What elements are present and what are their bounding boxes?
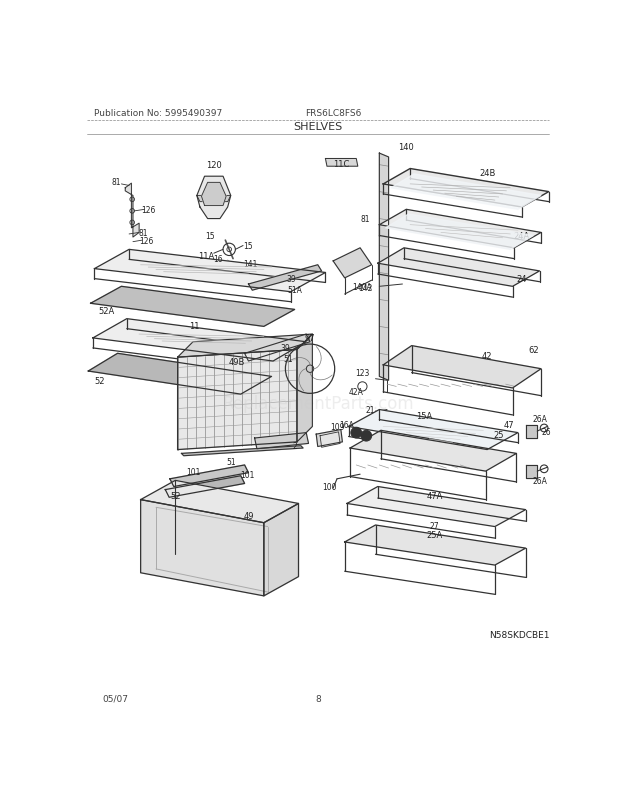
- Text: 26A: 26A: [532, 415, 547, 423]
- Text: 16A: 16A: [340, 421, 355, 430]
- Text: 11A: 11A: [198, 252, 215, 261]
- Text: 52: 52: [170, 492, 180, 500]
- Text: 27: 27: [430, 520, 440, 530]
- Text: 24: 24: [516, 275, 527, 284]
- Polygon shape: [177, 334, 312, 358]
- Text: 101: 101: [240, 470, 254, 479]
- Polygon shape: [383, 169, 549, 208]
- Text: 62: 62: [528, 346, 539, 354]
- Text: 25A: 25A: [427, 530, 443, 539]
- Text: 51: 51: [284, 354, 293, 364]
- Text: 126: 126: [139, 237, 153, 245]
- Polygon shape: [383, 346, 541, 388]
- Text: 39: 39: [280, 344, 290, 353]
- Polygon shape: [526, 465, 537, 479]
- Text: 97: 97: [305, 334, 316, 343]
- Text: 16: 16: [213, 255, 223, 264]
- Polygon shape: [255, 433, 309, 449]
- Text: 81: 81: [361, 215, 370, 224]
- Text: 51A: 51A: [287, 286, 302, 294]
- Polygon shape: [347, 487, 526, 527]
- Polygon shape: [264, 504, 298, 596]
- Text: 109: 109: [330, 423, 344, 431]
- Polygon shape: [197, 177, 231, 219]
- Polygon shape: [166, 476, 245, 498]
- Polygon shape: [182, 446, 303, 456]
- Polygon shape: [326, 160, 358, 167]
- Text: 21: 21: [365, 406, 375, 415]
- Text: 81: 81: [138, 229, 148, 237]
- Text: 47: 47: [503, 421, 514, 430]
- Polygon shape: [125, 184, 139, 237]
- Text: 100: 100: [322, 483, 337, 492]
- Circle shape: [351, 427, 361, 439]
- Text: 11C: 11C: [333, 160, 349, 168]
- Text: 05/07: 05/07: [102, 694, 128, 703]
- Text: 52: 52: [94, 376, 105, 385]
- Text: 42A: 42A: [349, 388, 364, 397]
- Polygon shape: [386, 215, 533, 250]
- Text: 26: 26: [542, 427, 551, 437]
- Text: 26A: 26A: [532, 476, 547, 485]
- Polygon shape: [379, 154, 389, 381]
- Circle shape: [361, 431, 371, 442]
- Text: FRS6LC8FS6: FRS6LC8FS6: [305, 108, 361, 118]
- Polygon shape: [379, 210, 541, 249]
- Polygon shape: [333, 249, 371, 278]
- Text: 101: 101: [186, 467, 200, 476]
- Text: 25: 25: [494, 430, 504, 439]
- Text: 15: 15: [205, 232, 215, 241]
- Text: 120: 120: [206, 161, 222, 170]
- Polygon shape: [94, 250, 326, 293]
- Text: 11: 11: [189, 322, 200, 330]
- Text: 81: 81: [111, 178, 121, 187]
- Text: ReplacementParts.com: ReplacementParts.com: [222, 395, 414, 413]
- Polygon shape: [297, 334, 312, 443]
- Polygon shape: [202, 183, 226, 206]
- Polygon shape: [141, 480, 298, 523]
- Text: 8: 8: [315, 694, 321, 703]
- Text: 15: 15: [244, 241, 253, 251]
- Text: 49B: 49B: [229, 357, 245, 366]
- Polygon shape: [245, 334, 310, 362]
- Text: 52A: 52A: [99, 307, 115, 316]
- Polygon shape: [91, 287, 294, 327]
- Text: 51: 51: [227, 458, 236, 467]
- Text: 49: 49: [243, 511, 254, 520]
- Text: SHELVES: SHELVES: [293, 122, 342, 132]
- Polygon shape: [350, 431, 516, 472]
- Polygon shape: [170, 465, 249, 487]
- Text: 140A: 140A: [352, 282, 371, 291]
- Polygon shape: [249, 265, 322, 291]
- Polygon shape: [348, 410, 518, 450]
- Polygon shape: [141, 500, 264, 596]
- Text: 24A: 24A: [514, 232, 530, 241]
- Text: 47A: 47A: [427, 492, 443, 500]
- Polygon shape: [316, 430, 342, 447]
- Text: N58SKDCBE1: N58SKDCBE1: [489, 630, 550, 639]
- Text: 39: 39: [286, 275, 296, 284]
- Polygon shape: [526, 425, 537, 439]
- Text: 42: 42: [482, 352, 492, 361]
- Text: 15A: 15A: [416, 411, 432, 421]
- Text: 2: 2: [292, 442, 297, 451]
- Polygon shape: [378, 249, 539, 287]
- Polygon shape: [320, 432, 340, 448]
- Text: 140: 140: [399, 144, 414, 152]
- Polygon shape: [197, 196, 231, 202]
- Text: 142: 142: [358, 284, 373, 293]
- Text: 123: 123: [355, 369, 370, 378]
- Polygon shape: [88, 354, 272, 395]
- Polygon shape: [345, 525, 526, 565]
- Polygon shape: [391, 175, 541, 210]
- Polygon shape: [93, 319, 306, 362]
- Text: 141: 141: [244, 259, 258, 269]
- Text: 24B: 24B: [479, 168, 495, 177]
- Text: Publication No: 5995490397: Publication No: 5995490397: [94, 108, 223, 118]
- Text: 126: 126: [141, 205, 156, 215]
- Polygon shape: [177, 350, 297, 450]
